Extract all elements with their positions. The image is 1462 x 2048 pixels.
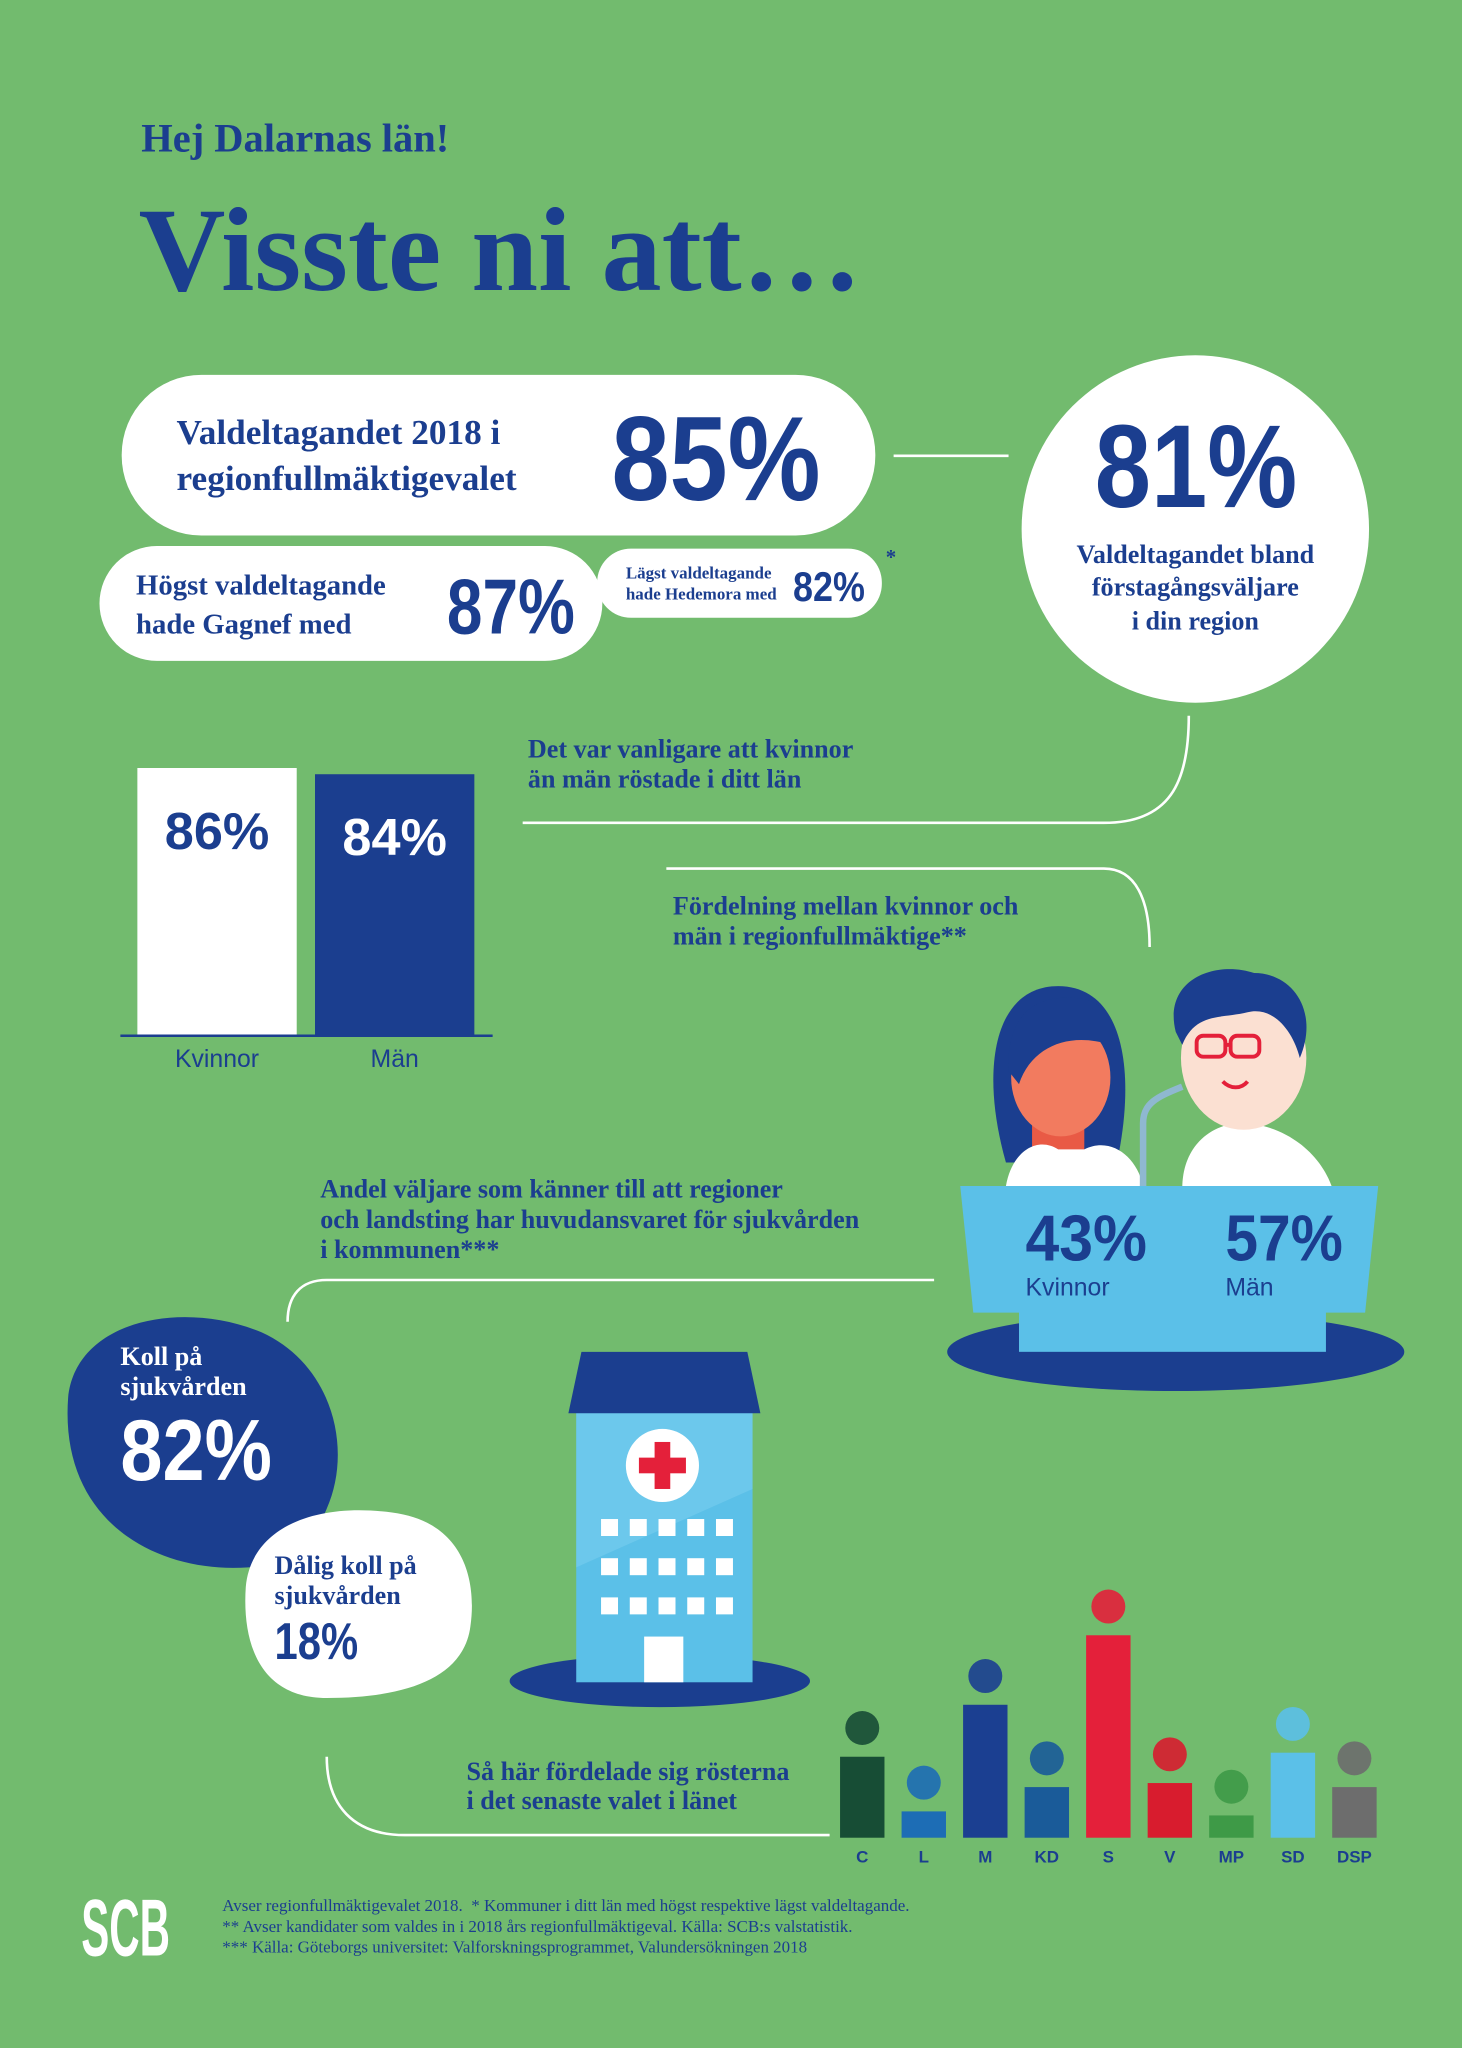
connector (666, 867, 1151, 947)
footnote: ** Avser kandidater som valdes in i 2018… (222, 1917, 852, 1936)
category-label: S (1103, 1848, 1114, 1867)
pill (597, 548, 882, 618)
connector (325, 1756, 830, 1837)
party-logo (845, 1711, 880, 1745)
pill (99, 545, 603, 661)
text: Andel väljare som känner till att region… (320, 1175, 783, 1204)
gender-chart: 86% Kvinnor 84% Män (137, 768, 475, 1073)
text: sjukvården (120, 1372, 247, 1401)
category-label: KD (1035, 1848, 1060, 1867)
percentage: 57% (1225, 1201, 1343, 1274)
category-label: C (856, 1848, 868, 1867)
category-label: DSP (1337, 1848, 1372, 1867)
bar (901, 1811, 946, 1838)
logo: SCB (81, 1883, 170, 1973)
percentage: 87% (447, 562, 575, 650)
connector (522, 715, 1191, 825)
connector (286, 1278, 935, 1322)
label: Kvinnor (1026, 1275, 1110, 1302)
party-logo (906, 1765, 941, 1800)
circle (1021, 355, 1370, 703)
text: Valdeltagandet bland (1076, 540, 1314, 569)
text: Dålig koll på (275, 1551, 417, 1580)
percentage: 82% (793, 563, 865, 610)
bar (1332, 1787, 1377, 1838)
label: Män (1225, 1275, 1273, 1302)
text: Så här fördelade sig rösterna (467, 1757, 790, 1786)
value-label: 84% (342, 809, 446, 867)
party-logo (1029, 1741, 1064, 1776)
category-label: M (978, 1848, 992, 1867)
category-label: V (1164, 1848, 1176, 1867)
blob (67, 1317, 338, 1568)
text: Koll på (120, 1342, 202, 1371)
percentage: 18% (275, 1613, 359, 1671)
bar (137, 768, 297, 1036)
text: män i regionfullmäktige** (673, 921, 967, 950)
percentage: 85% (611, 392, 820, 526)
text: hade Hedemora med (626, 585, 777, 604)
category-label: MP (1219, 1848, 1244, 1867)
category-label: L (919, 1848, 929, 1867)
party-logo (1091, 1589, 1126, 1624)
bar (840, 1756, 885, 1838)
party-logo (1152, 1737, 1187, 1772)
pill (121, 374, 876, 536)
value-label: 86% (165, 803, 269, 861)
text: regionfullmäktigevalet (177, 459, 517, 498)
footnote: *** Källa: Göteborgs universitet: Valfor… (222, 1938, 807, 1957)
text: i din region (1132, 607, 1260, 636)
party-logo (1337, 1741, 1372, 1776)
party-logo (1214, 1769, 1249, 1804)
greeting: Hej Dalarnas län! (141, 116, 449, 161)
blob (245, 1510, 472, 1698)
party-logo (968, 1659, 1003, 1694)
percentage: 43% (1026, 1201, 1147, 1274)
bar (1024, 1787, 1070, 1838)
category-label: SD (1281, 1848, 1305, 1867)
party-logo (1275, 1706, 1310, 1741)
text: Det var vanligare att kvinnor (528, 735, 854, 764)
percentage: 82% (120, 1403, 272, 1499)
footnote: Avser regionfullmäktigevalet 2018. * Kom… (222, 1896, 909, 1915)
text: Valdeltagandet 2018 i (177, 413, 501, 452)
text: än män röstade i ditt län (528, 765, 802, 794)
text: och landsting har huvudansvaret för sjuk… (320, 1205, 859, 1234)
bar (963, 1704, 1008, 1838)
bar (1209, 1815, 1254, 1838)
text: i det senaste valet i länet (467, 1786, 738, 1815)
title: Visste ni att… (139, 183, 862, 316)
illustration-people (947, 969, 1405, 1392)
party-chart: C L M KD S V MP SD DSP (840, 1589, 1377, 1867)
text: i kommunen*** (320, 1235, 499, 1264)
bar (1086, 1635, 1131, 1838)
text: sjukvården (275, 1581, 402, 1610)
footnote-mark: * (886, 545, 896, 569)
text: Högst valdeltagande (136, 569, 386, 601)
text: Lägst valdeltagande (626, 564, 772, 583)
bar (1270, 1752, 1316, 1838)
bar (1147, 1783, 1193, 1838)
text: förstagångsväljare (1092, 573, 1299, 602)
bar (315, 774, 475, 1036)
text: hade Gagnef med (136, 608, 351, 640)
text: Fördelning mellan kvinnor och (673, 891, 1019, 920)
category-label: Män (371, 1046, 419, 1073)
illustration-hospital (509, 1351, 811, 1708)
percentage: 81% (1095, 401, 1297, 532)
category-label: Kvinnor (175, 1046, 259, 1073)
